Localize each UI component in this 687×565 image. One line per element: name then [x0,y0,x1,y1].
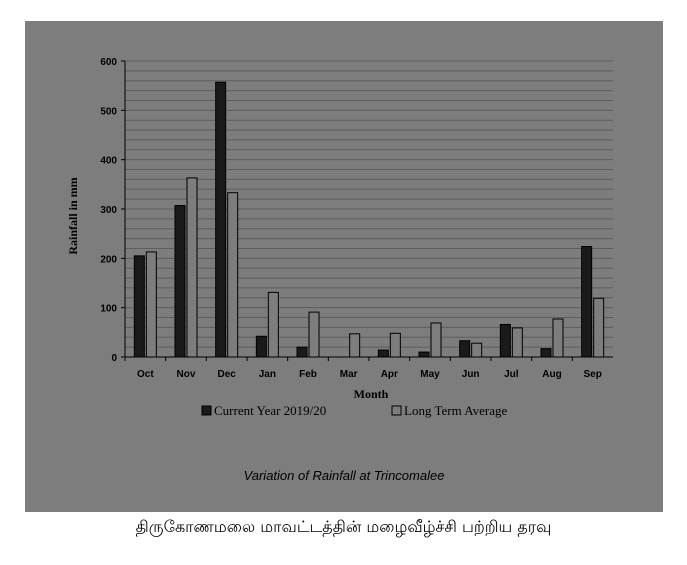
y-tick-label: 200 [100,254,117,265]
x-tick-label: Feb [299,369,317,380]
bar-current-year [459,340,471,358]
x-tick-label: May [420,369,440,380]
bar-current-year [174,205,186,358]
tick-labels: 0 100 200 300 400 500 600 Oct Nov Dec Jan Feb Mar Apr… [100,57,602,380]
x-tick-label: Jun [462,369,480,380]
y-tick-label: 0 [111,353,117,364]
bar-long-term-average [430,322,442,358]
y-tick-label: 500 [100,106,117,117]
bar-long-term-average [471,342,483,358]
x-tick-label: Dec [217,369,236,380]
bar-long-term-average [552,318,564,358]
bar-long-term-average [227,192,239,358]
tamil-footer-caption: திருகோணமலை மாவட்டத்தின் மழைவீழ்ச்சி பற்ற… [135,517,552,536]
bar-long-term-average [308,311,320,358]
x-tick-label: Jul [504,369,519,380]
bar-long-term-average [186,177,198,358]
bar-long-term-average [267,291,279,358]
bar-current-year [377,349,389,358]
bar-long-term-average [145,251,157,358]
bar-current-year [255,335,267,358]
x-tick-label: Aug [542,369,561,380]
bar-current-year [540,348,552,358]
legend-swatch-long-term-average [391,405,402,416]
bar-current-year [215,81,227,358]
y-tick-label: 300 [100,205,117,216]
chart-caption: Variation of Rainfall at Trincomalee [243,468,445,483]
legend-swatch-current-year [201,405,212,416]
bar-long-term-average [511,327,523,358]
y-axis-title: Rainfall in mm [66,177,80,254]
bar-current-year [133,255,145,358]
x-tick-label: Oct [137,369,154,380]
bar-current-year [418,351,430,358]
bar-long-term-average [389,332,401,358]
bar-current-year [581,245,593,358]
bar-current-year [499,323,511,358]
x-tick-label: Mar [340,369,358,380]
chart-panel: 0 100 200 300 400 500 600 Oct Nov Dec Jan Feb Mar Apr… [25,21,663,512]
x-tick-label: Apr [381,369,398,380]
y-tick-label: 100 [100,304,117,315]
x-axis-title: Month [354,387,389,401]
bar-current-year [296,346,308,358]
bars [133,81,605,358]
x-tick-label: Jan [259,369,276,380]
y-tick-label: 600 [100,57,117,68]
gridlines [125,60,613,348]
bar-long-term-average [593,297,605,358]
legend-label-long-term-average: Long Term Average [404,403,508,418]
rainfall-bar-chart: 0 100 200 300 400 500 600 Oct Nov Dec Jan Feb Mar Apr… [66,57,613,418]
bar-long-term-average [349,333,361,358]
x-tick-label: Nov [177,369,196,380]
axes [121,60,613,361]
legend-label-current-year: Current Year 2019/20 [214,403,326,418]
x-tick-label: Sep [583,369,601,380]
y-tick-label: 400 [100,156,117,167]
legend: Current Year 2019/20 Long Term Average [201,403,508,418]
